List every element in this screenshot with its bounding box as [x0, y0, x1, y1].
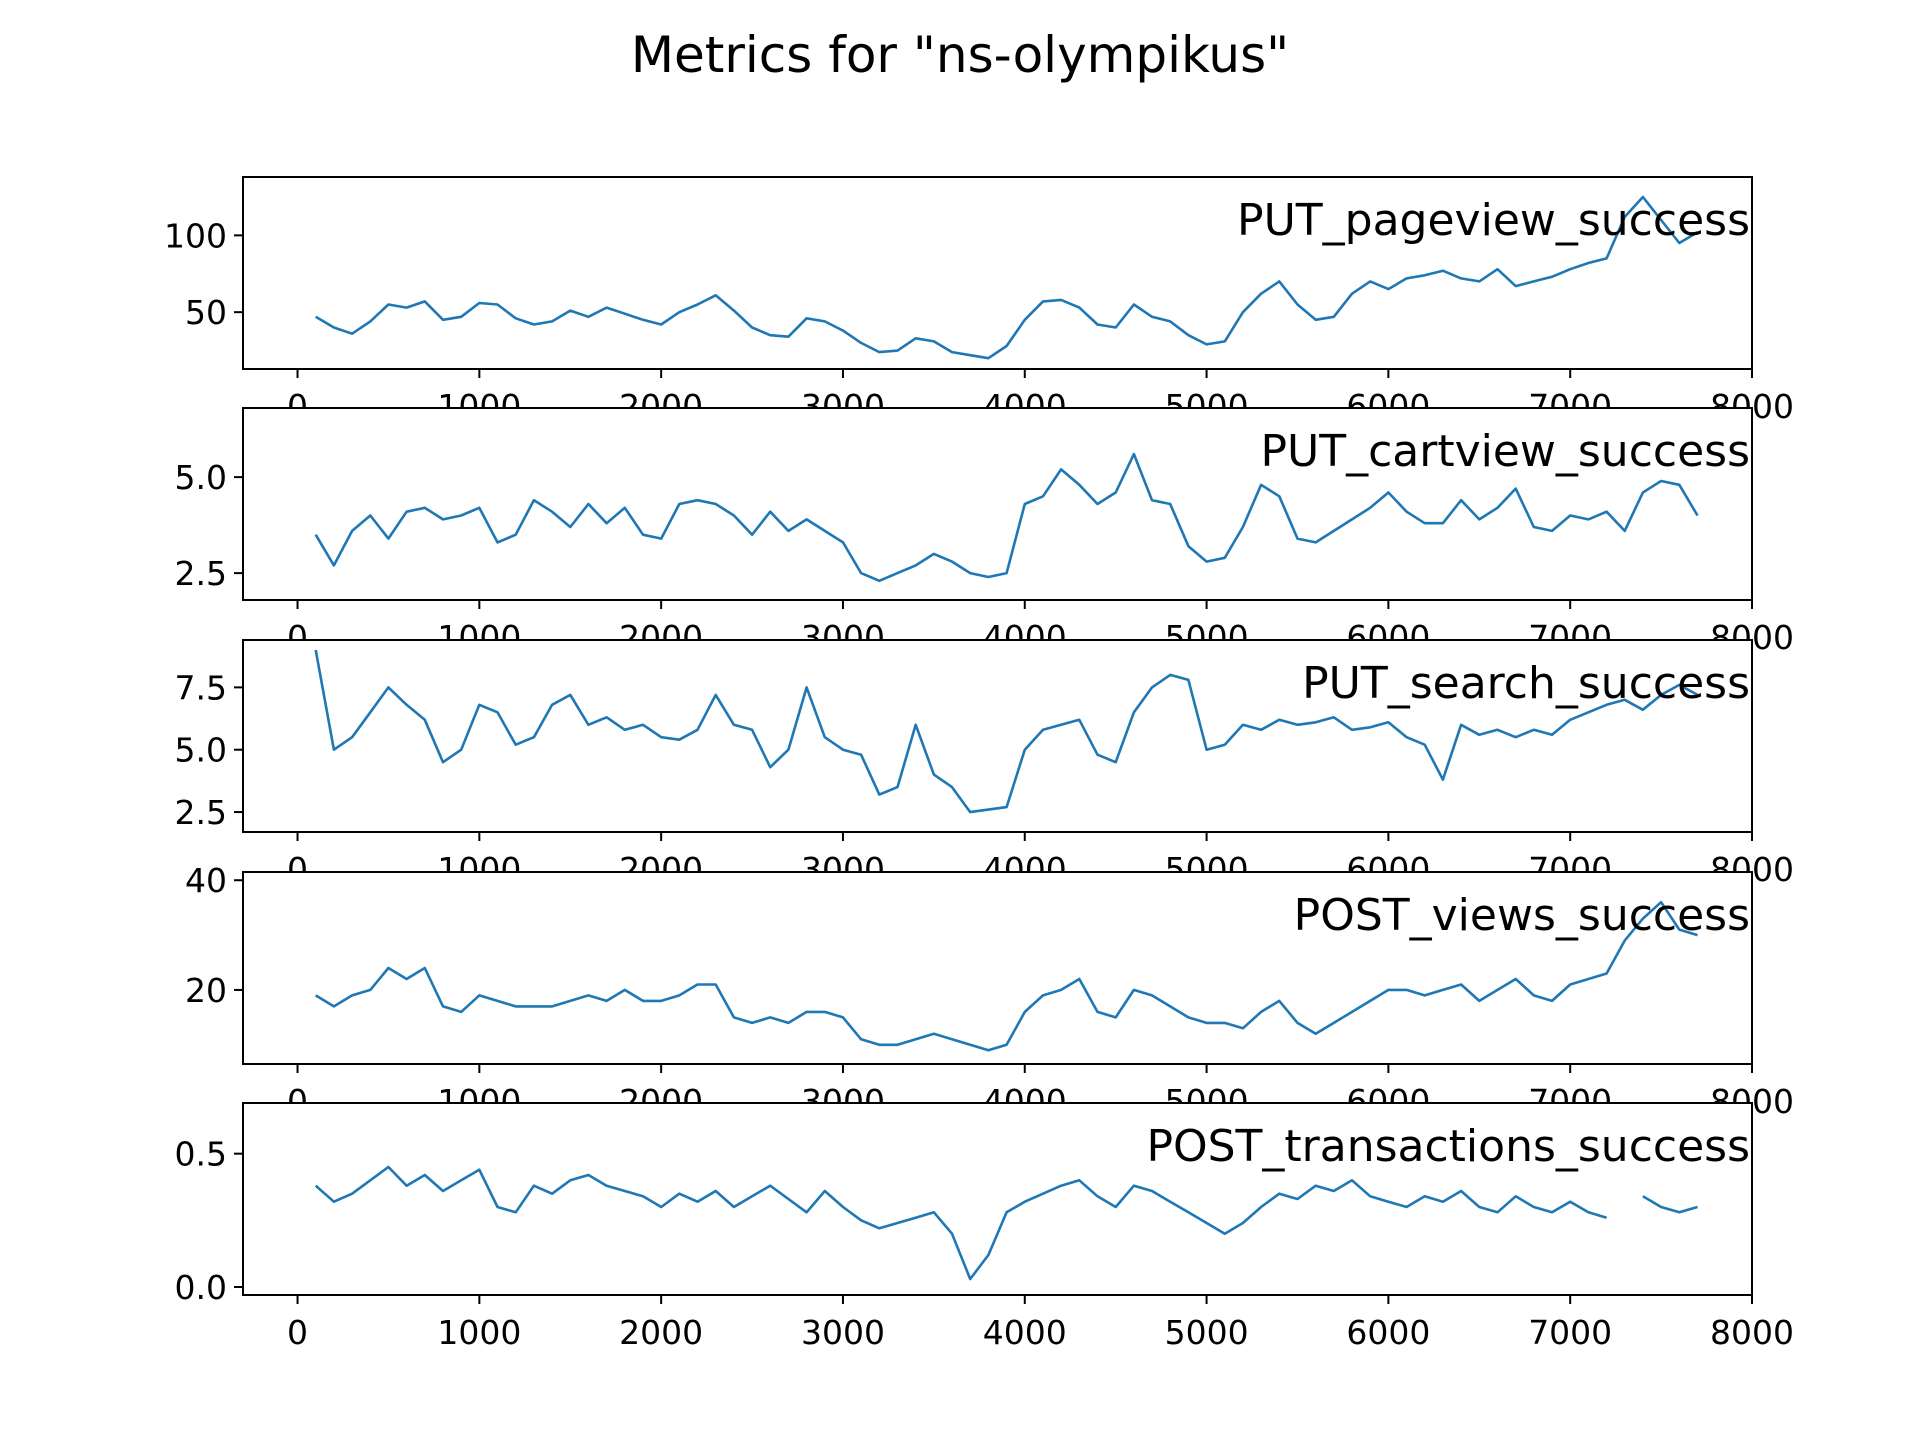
- panel-2: 2.55.07.50 1000 2000 3000 4000 5000 6000 7000 80…: [175, 639, 1794, 889]
- x-tick-label: 0: [287, 1313, 308, 1352]
- y-tick-label: 100: [164, 216, 227, 255]
- x-tick-label: 7000: [1528, 1313, 1612, 1352]
- y-tick-label: 20: [185, 971, 227, 1010]
- panel-label: PUT_search_success: [1302, 658, 1750, 709]
- panel-label: PUT_pageview_success: [1237, 195, 1750, 246]
- y-tick-label: 50: [185, 293, 227, 332]
- x-tick-label: 1000: [437, 1313, 521, 1352]
- series-line-POST_transactions_success: [314, 1165, 1698, 1281]
- y-tick-label: 0.0: [175, 1268, 227, 1307]
- series-line-PUT_search_success: [314, 649, 1699, 814]
- panel-label: POST_views_success: [1294, 890, 1750, 941]
- x-tick-label: 5000: [1165, 1313, 1249, 1352]
- y-tick-label: 2.5: [175, 793, 227, 832]
- axes-frame: [242, 407, 1753, 601]
- y-tick-label: 7.5: [175, 668, 227, 707]
- panel-label: PUT_cartview_success: [1260, 426, 1750, 477]
- y-tick-label: 5.0: [175, 458, 227, 497]
- axes-frame: [242, 639, 1753, 833]
- y-tick-label: 2.5: [175, 554, 227, 593]
- x-tick-label: 6000: [1346, 1313, 1430, 1352]
- x-tick-label: 8000: [1710, 1313, 1794, 1352]
- series-line-POST_views_success: [315, 900, 1698, 1052]
- series-line-PUT_pageview_success: [315, 195, 1699, 360]
- y-tick-label: 5.0: [175, 731, 227, 770]
- panel-label: POST_transactions_success: [1146, 1121, 1750, 1172]
- x-tick-label: 4000: [983, 1313, 1067, 1352]
- axes-frame: [242, 1102, 1753, 1296]
- panel-background: [243, 872, 1752, 1064]
- y-tick-label: 40: [185, 861, 227, 900]
- axes-frame: [242, 176, 1753, 370]
- panel-4: 0.0 0.5 0 1000 2000 3000 4000 5000 6000 7000 8000 P…: [175, 1102, 1794, 1352]
- y-tick-label: 0.5: [175, 1135, 227, 1174]
- panel-1: 2.55.00 1000 2000 3000 4000 5000 6000 7000 8000P…: [175, 407, 1794, 657]
- x-tick-label: 3000: [801, 1313, 885, 1352]
- x-tick-label: 2000: [619, 1313, 703, 1352]
- panel-background: [243, 640, 1752, 832]
- series-line-PUT_cartview_success: [314, 452, 1699, 583]
- chart-title: Metrics for "ns-olympikus": [631, 26, 1289, 84]
- axes-frame: [242, 871, 1753, 1065]
